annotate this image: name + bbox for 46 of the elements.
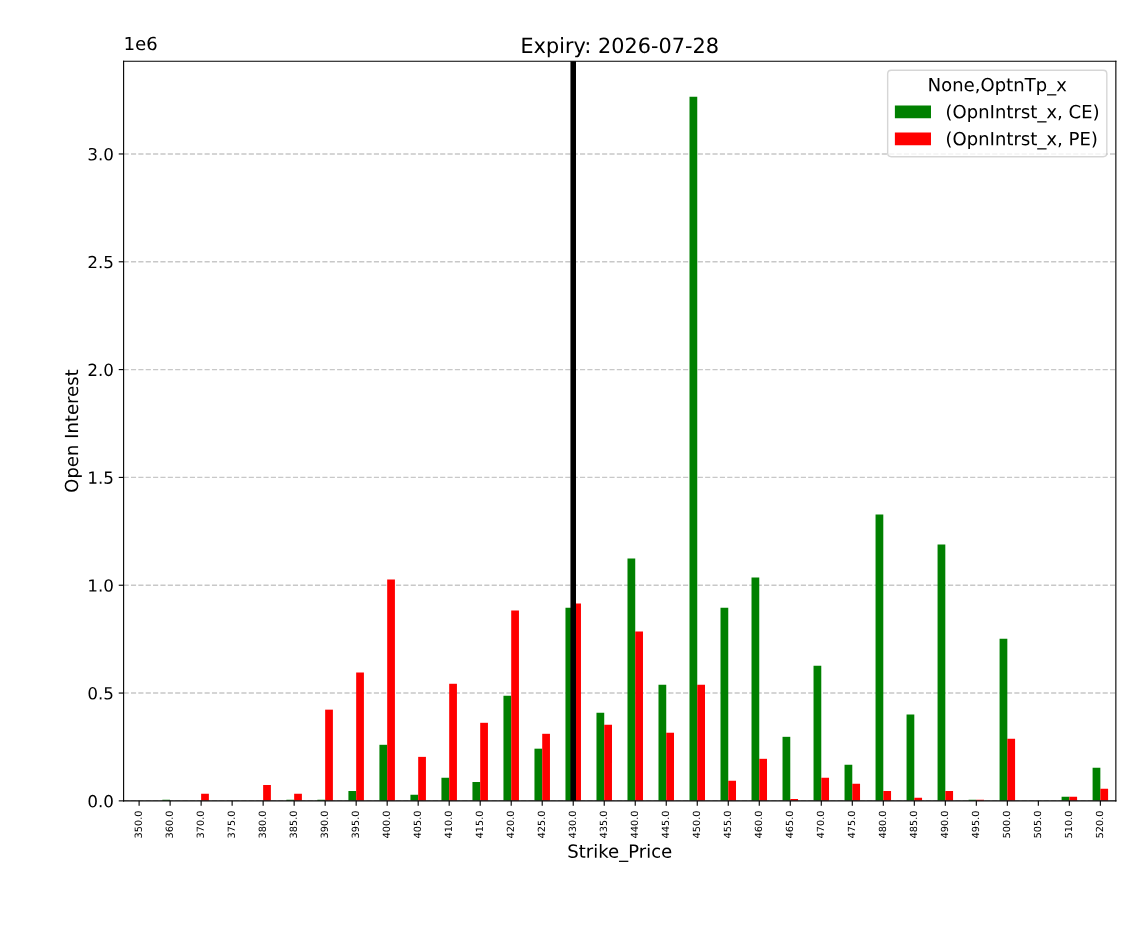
y-tick-label: 1.5 bbox=[89, 471, 113, 484]
x-tick-label: 350.0 bbox=[134, 811, 142, 838]
x-tick-label: 435.0 bbox=[599, 811, 608, 838]
text: 1e6 bbox=[125, 36, 157, 51]
legend-label: (OpnIntrst_x, CE) bbox=[946, 104, 1099, 123]
x-tick-label: 415.0 bbox=[475, 811, 484, 838]
y-tick-label: 2.0 bbox=[88, 363, 113, 377]
x-tick-label: 475.0 bbox=[847, 811, 856, 838]
x-tick-label: 380.0 bbox=[258, 811, 266, 838]
x-tick-label: 430.0 bbox=[568, 811, 577, 838]
x-tick-label: 455.0 bbox=[723, 811, 732, 838]
x-tick-label: 390.0 bbox=[320, 811, 328, 838]
x-tick-label: 480.0 bbox=[878, 811, 887, 838]
x-tick-label: 500.0 bbox=[1002, 811, 1011, 838]
x-tick-label: 465.0 bbox=[785, 811, 794, 838]
x-axis-title: Strike_Price bbox=[568, 843, 672, 862]
x-tick-label: 470.0 bbox=[816, 811, 825, 838]
x-tick-label: 510.0 bbox=[1064, 811, 1073, 838]
y-axis-title: Open Interest bbox=[64, 369, 82, 492]
x-tick-label: 440.0 bbox=[630, 811, 639, 838]
x-tick-label: 495.0 bbox=[971, 811, 980, 838]
x-tick-label: 410.0 bbox=[444, 811, 453, 838]
x-tick-label: 370.0 bbox=[196, 811, 204, 838]
y-tick-label: 3.0 bbox=[88, 147, 113, 161]
x-tick-label: 450.0 bbox=[692, 811, 701, 838]
legend-label: (OpnIntrst_x, PE) bbox=[946, 131, 1097, 150]
x-tick-label: 375.0 bbox=[227, 811, 235, 838]
x-tick-label: 420.0 bbox=[506, 811, 515, 838]
x-tick-label: 445.0 bbox=[661, 811, 670, 838]
y-tick-label: 0.5 bbox=[88, 687, 113, 700]
x-tick-label: 460.0 bbox=[754, 811, 763, 838]
x-tick-label: 385.0 bbox=[289, 811, 297, 838]
y-tick-label: 2.5 bbox=[88, 255, 113, 269]
x-tick-label: 505.0 bbox=[1033, 811, 1042, 838]
y-tick-label: 0.0 bbox=[88, 794, 113, 808]
x-tick-label: 360.0 bbox=[165, 811, 173, 838]
x-tick-label: 490.0 bbox=[940, 811, 949, 838]
chart-title: Expiry: 2026-07-28 bbox=[522, 37, 718, 58]
y-tick-label: 1.0 bbox=[89, 579, 113, 592]
x-tick-label: 405.0 bbox=[413, 811, 421, 838]
x-tick-label: 485.0 bbox=[909, 811, 918, 838]
x-tick-label: 400.0 bbox=[382, 811, 390, 838]
x-tick-label: 395.0 bbox=[351, 811, 359, 838]
legend-title: None,OptnTp_x bbox=[929, 77, 1067, 96]
x-tick-label: 425.0 bbox=[537, 811, 546, 838]
x-tick-label: 520.0 bbox=[1095, 811, 1104, 838]
